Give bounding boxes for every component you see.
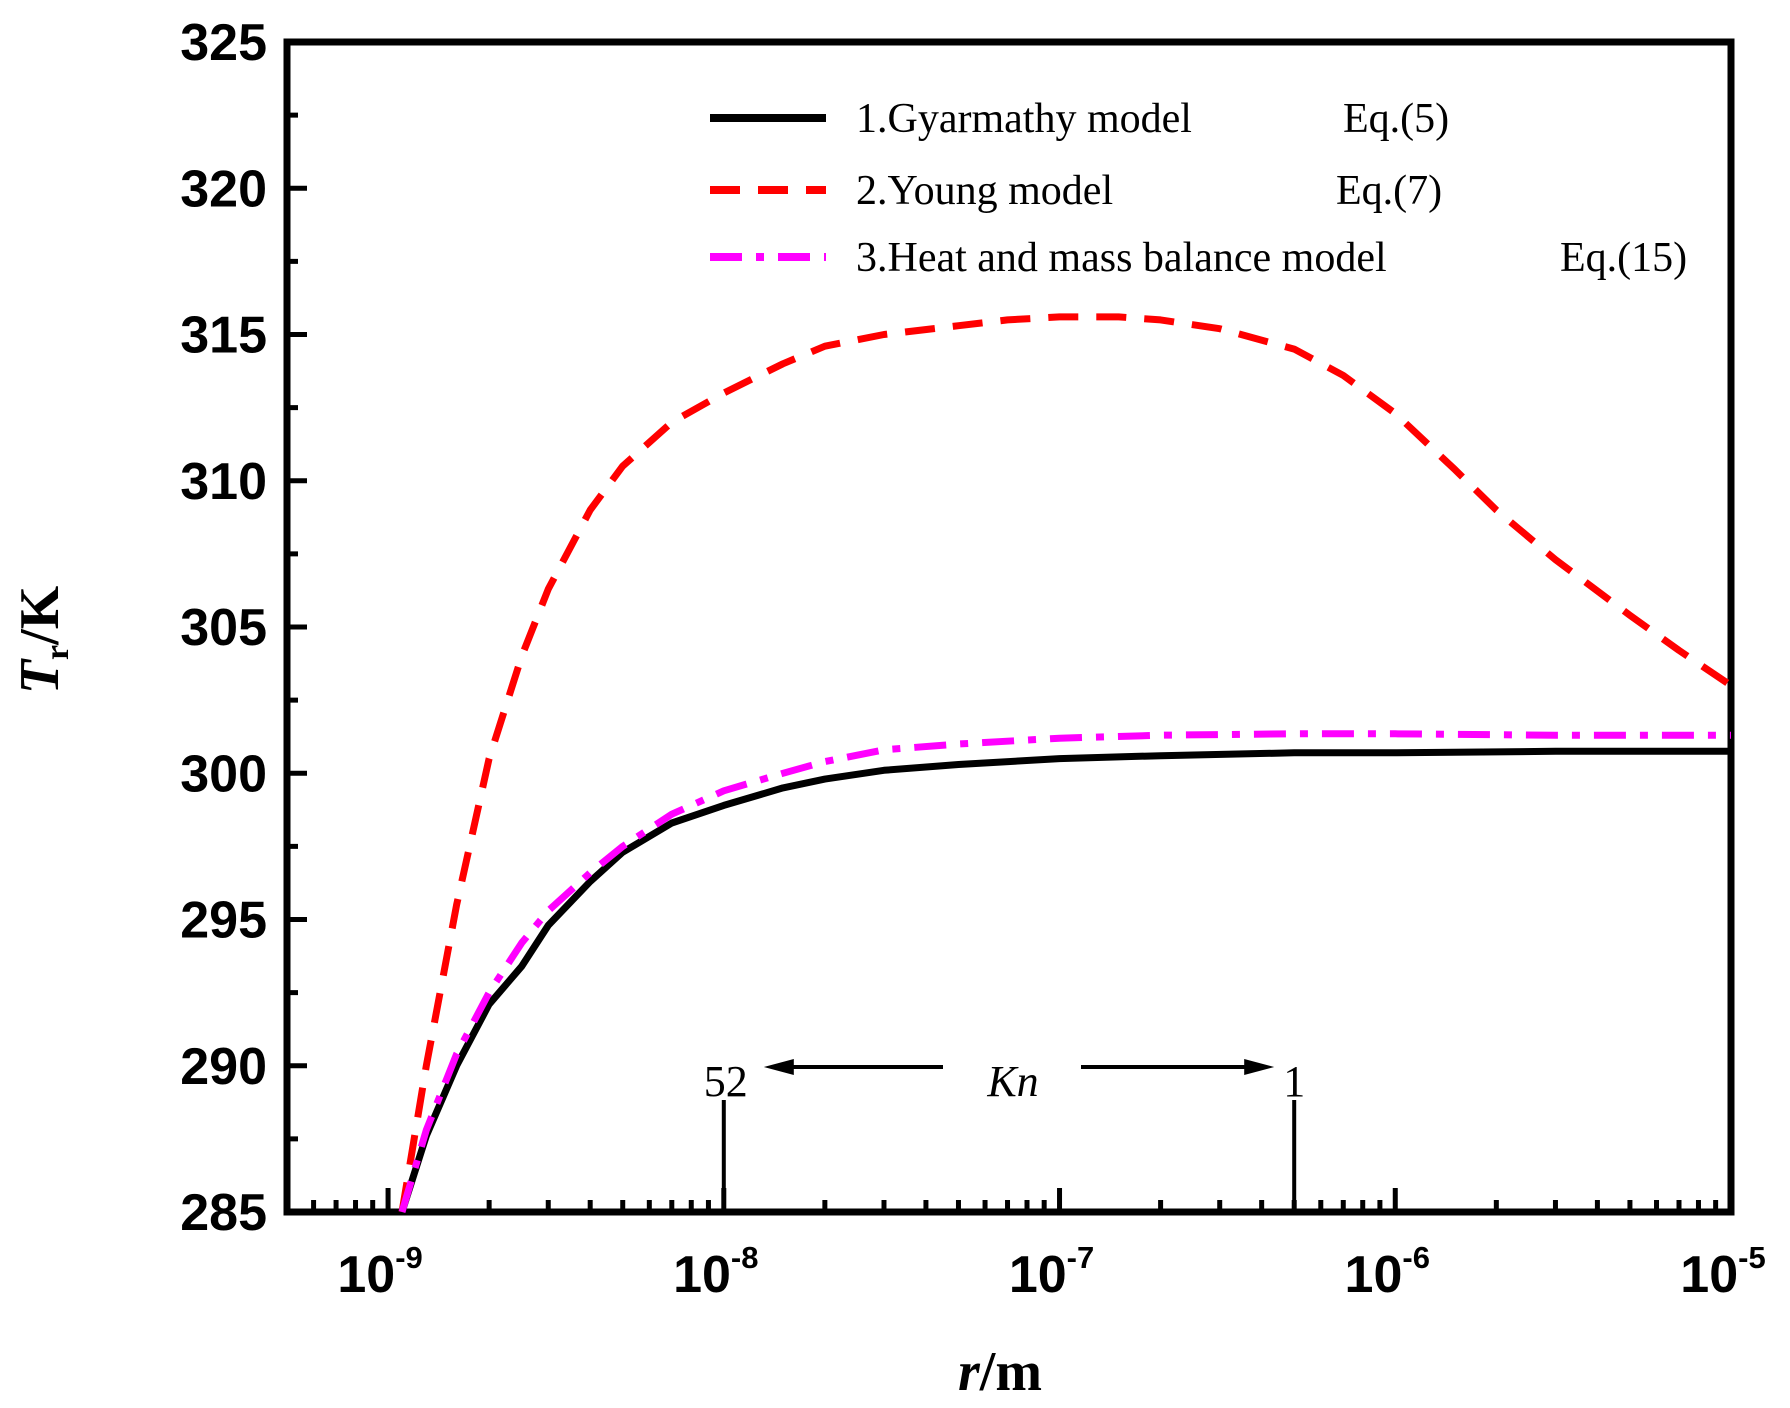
y-axis: 285 290 295 300 305 310 315 320 325 [180, 14, 307, 1242]
y-tick-label: 325 [180, 14, 267, 72]
kn-annotation: 52 1 Kn [704, 1057, 1305, 1212]
y-tick-label: 290 [180, 1038, 267, 1096]
legend-label-2: 2.Young model [856, 168, 1113, 214]
y-axis-var: T [9, 657, 71, 694]
y-tick-label: 305 [180, 599, 267, 657]
x-axis-var: r [958, 1341, 981, 1403]
kn-right-value: 1 [1283, 1057, 1305, 1106]
x-tick-base: 10 [1680, 1246, 1738, 1304]
x-tick-label: 10-7 [1009, 1240, 1094, 1304]
y-tick-label: 285 [180, 1184, 267, 1242]
legend-equation-1: Eq.(5) [1343, 96, 1449, 142]
legend-label-3: 3.Heat and mass balance model [856, 235, 1387, 281]
kn-left-value: 52 [704, 1057, 748, 1106]
series-lines [398, 313, 1733, 1214]
y-axis-title: Tr/K [9, 585, 76, 694]
series-line-3 [398, 730, 1731, 1213]
x-axis-title: r/m [958, 1341, 1042, 1403]
legend-label-1: 1.Gyarmathy model [856, 96, 1192, 142]
legend-equation-2: Eq.(7) [1336, 168, 1442, 214]
x-tick-exponent: -6 [1402, 1240, 1430, 1275]
x-tick-base: 10 [1345, 1246, 1403, 1304]
x-tick-base: 10 [1009, 1246, 1067, 1304]
legend: 1.Gyarmathy model Eq.(5) 2.Young model Eq.(… [710, 96, 1687, 281]
y-axis-unit: /K [9, 585, 71, 646]
x-tick-exponent: -9 [395, 1240, 423, 1275]
x-tick-label: 10-9 [337, 1240, 422, 1304]
x-axis-unit: /m [979, 1341, 1042, 1403]
x-tick-exponent: -8 [731, 1240, 759, 1275]
y-tick-label: 295 [180, 892, 267, 950]
y-tick-label: 320 [180, 160, 267, 218]
x-axis: 10-9 10-8 10-7 10-6 10-5 [337, 1188, 1766, 1304]
x-tick-label: 10-8 [673, 1240, 758, 1304]
y-axis-subscript: r [39, 645, 76, 660]
x-tick-label: 10-6 [1345, 1240, 1430, 1304]
y-tick-label: 300 [180, 745, 267, 803]
x-tick-exponent: -7 [1067, 1240, 1095, 1275]
legend-equation-3: Eq.(15) [1560, 235, 1687, 281]
kn-label: Kn [986, 1057, 1038, 1106]
x-tick-base: 10 [673, 1246, 731, 1304]
plot-frame [283, 38, 1735, 1216]
x-tick-label: 10-5 [1680, 1240, 1765, 1304]
y-tick-label: 310 [180, 453, 267, 511]
series-line-1 [398, 747, 1731, 1214]
series-line-2 [398, 313, 1733, 1213]
kn-arrow-left-head [763, 1059, 794, 1075]
x-tick-exponent: -5 [1738, 1240, 1766, 1275]
plot-frame-group [283, 38, 1735, 1216]
y-tick-label: 315 [180, 307, 267, 365]
x-tick-base: 10 [337, 1246, 395, 1304]
kn-arrow-right-head [1244, 1059, 1275, 1075]
